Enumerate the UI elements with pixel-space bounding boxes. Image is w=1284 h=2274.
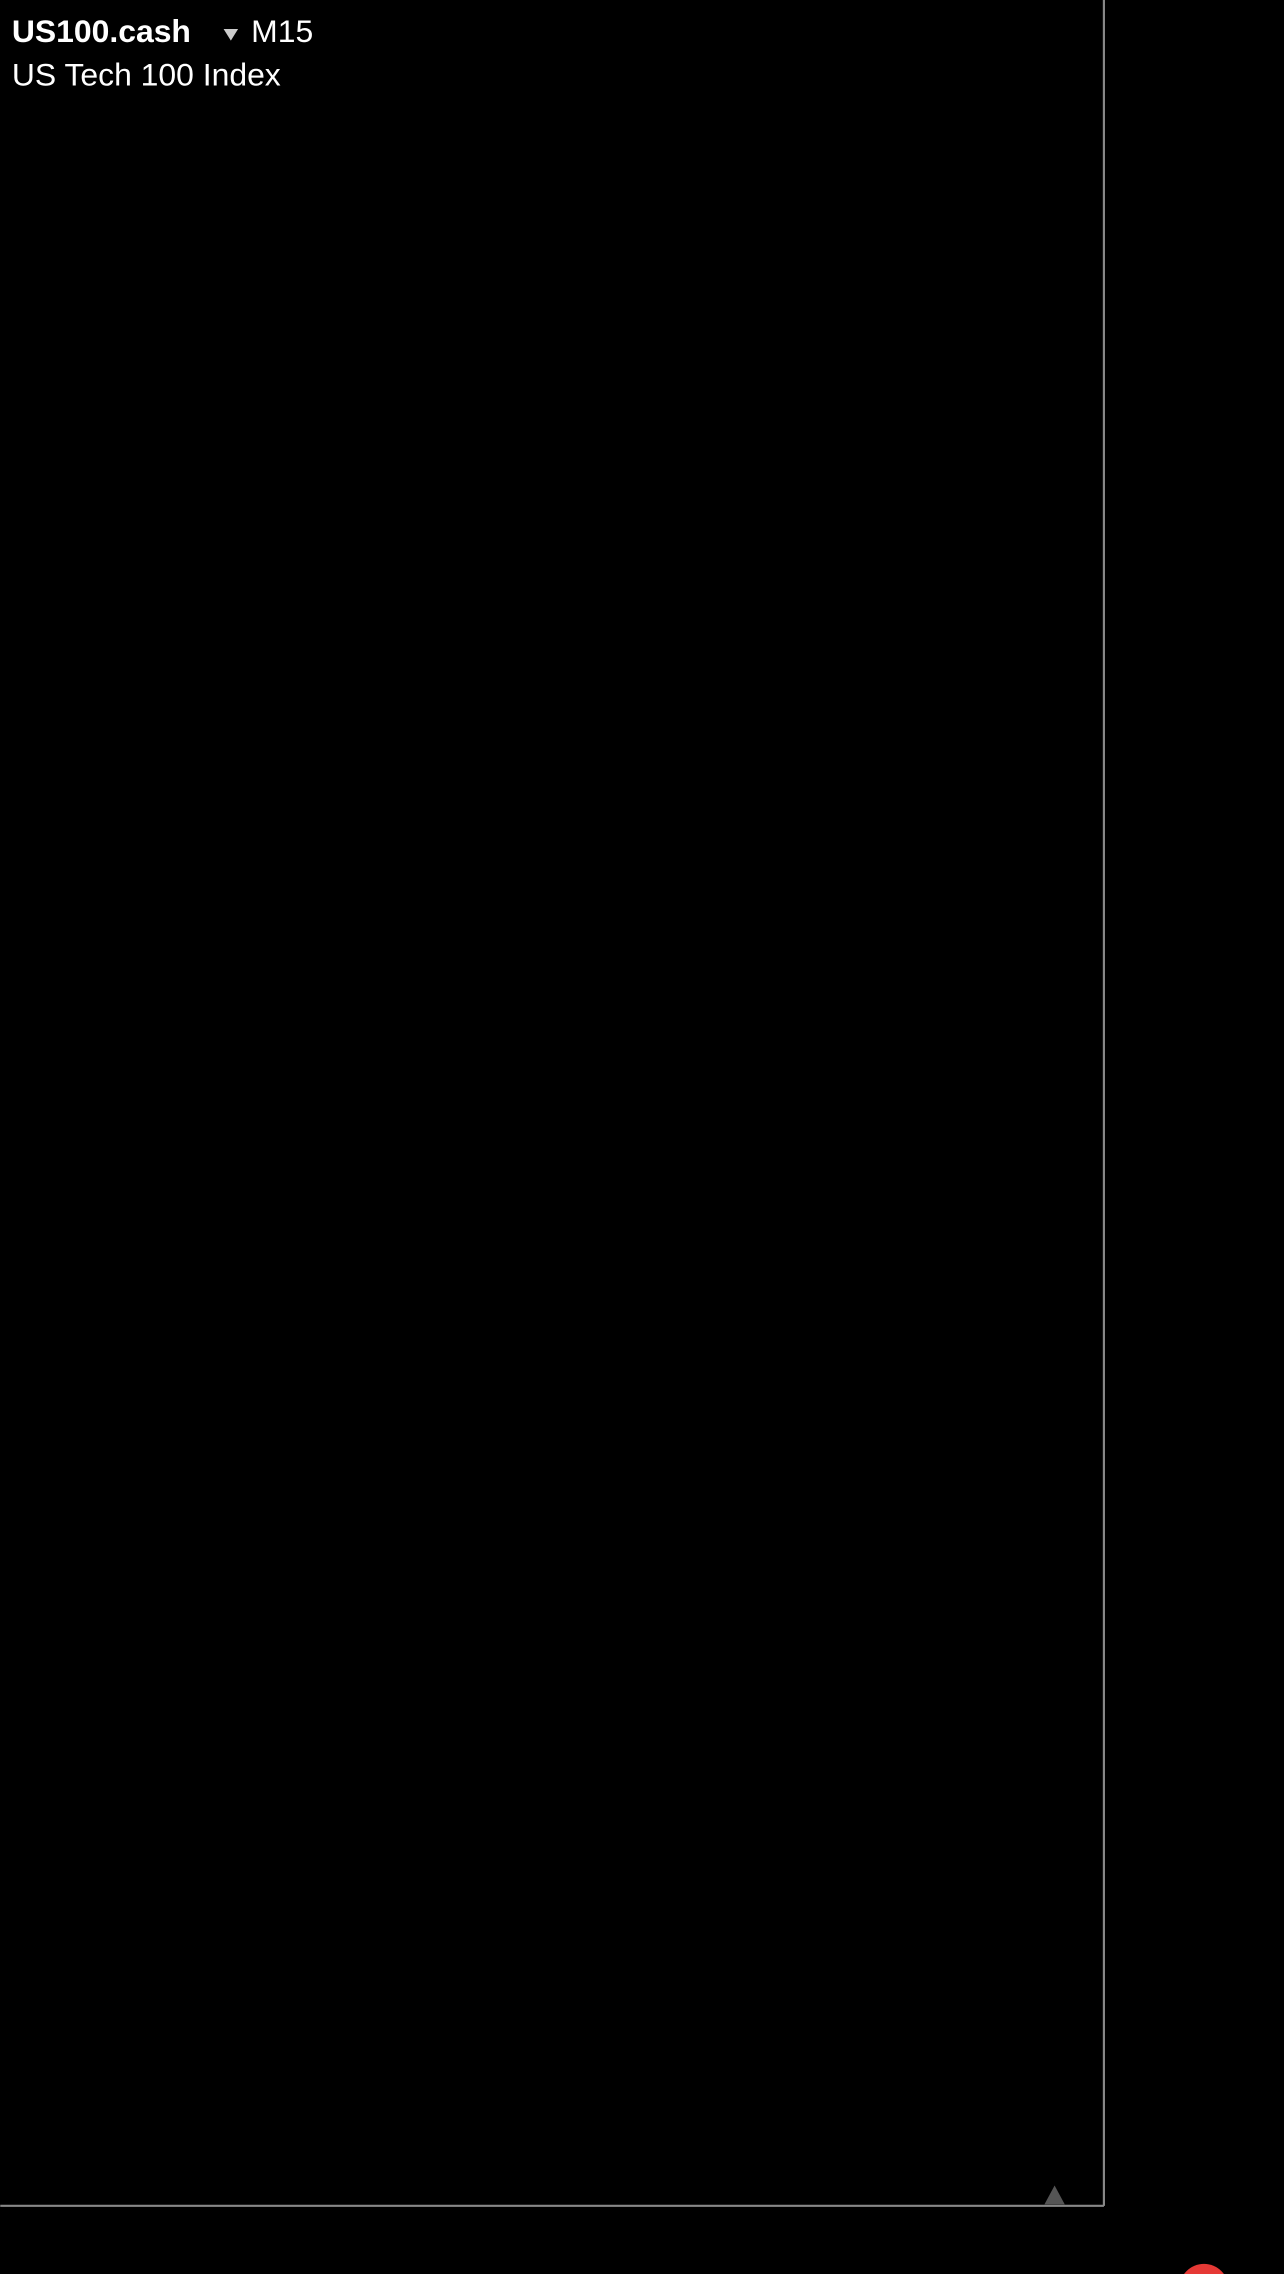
description: US Tech 100 Index bbox=[12, 56, 281, 92]
header[interactable]: US100.cash M15 US Tech 100 Index bbox=[12, 13, 313, 93]
scroll-marker[interactable] bbox=[1044, 2185, 1065, 2205]
floating-button[interactable] bbox=[1179, 2263, 1228, 2274]
dropdown-icon[interactable] bbox=[223, 29, 239, 41]
symbol[interactable]: US100.cash bbox=[12, 13, 191, 49]
timeframe[interactable]: M15 bbox=[251, 13, 313, 49]
